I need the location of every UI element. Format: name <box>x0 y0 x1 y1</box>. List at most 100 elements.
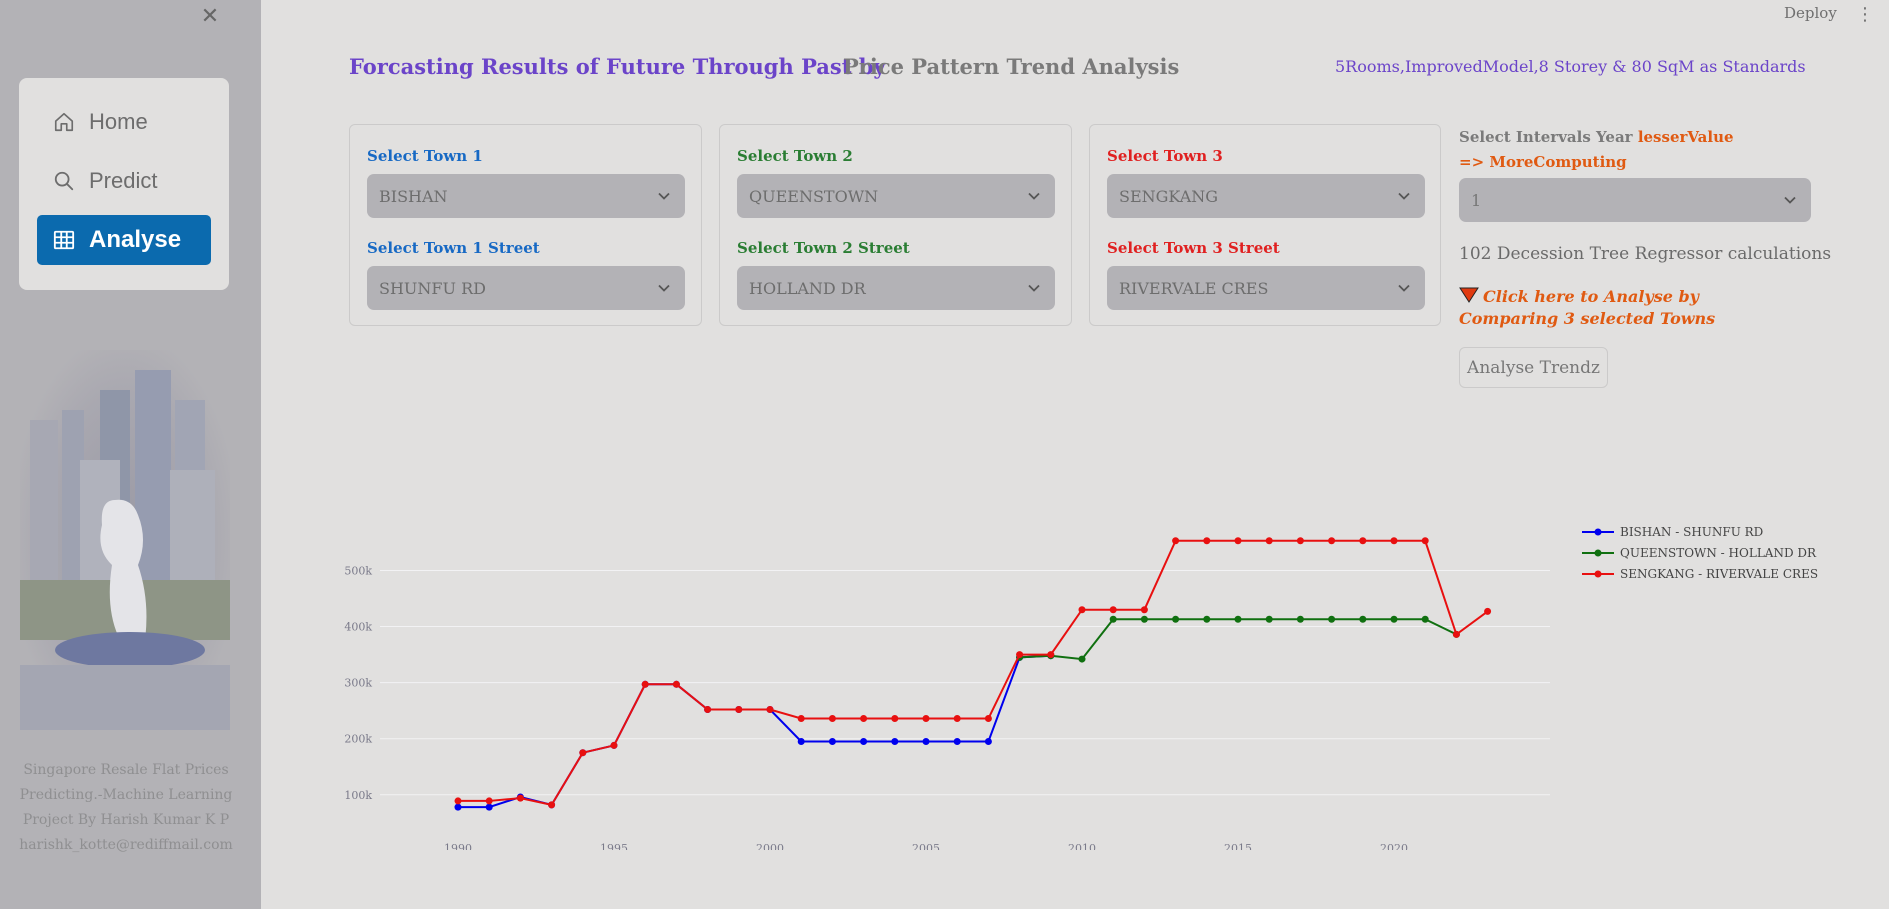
data-point <box>1047 651 1055 659</box>
interval-label-text: Select Intervals Year <box>1459 128 1633 146</box>
data-point <box>860 737 868 745</box>
data-point <box>1421 537 1429 545</box>
footer-email: harishk_kotte@rediffmail.com <box>19 837 233 853</box>
data-point <box>1265 615 1273 623</box>
data-point <box>641 680 649 688</box>
town-3-street-select[interactable]: RIVERVALE CRES <box>1107 266 1425 310</box>
interval-select[interactable]: 1 <box>1459 178 1811 222</box>
x-tick-label: 1990 <box>444 842 472 850</box>
data-point <box>454 803 462 811</box>
data-point <box>1109 606 1117 614</box>
town-2-street-select[interactable]: HOLLAND DR <box>737 266 1055 310</box>
town-1-street-select[interactable]: SHUNFU RD <box>367 266 685 310</box>
town-1-street-label: Select Town 1 Street <box>367 239 540 257</box>
data-point <box>1203 537 1211 545</box>
nav-item-predict[interactable]: Predict <box>37 156 211 206</box>
table-icon <box>53 230 75 250</box>
sidebar-footer: Singapore Resale Flat Prices Predicting.… <box>0 758 252 858</box>
chevron-down-icon <box>658 192 670 200</box>
data-point <box>1172 615 1180 623</box>
series-line-2 <box>1019 618 1457 661</box>
page-subtitle: Price Pattern Trend Analysis <box>843 54 1180 79</box>
town-1-select[interactable]: BISHAN <box>367 174 685 218</box>
series-line-3 <box>458 539 1489 806</box>
data-point <box>1234 615 1242 623</box>
data-point <box>485 803 493 811</box>
page-title: Forcasting Results of Future Through Pas… <box>349 54 886 79</box>
footer-line: Singapore Resale Flat Prices <box>23 762 229 778</box>
search-icon <box>54 171 74 191</box>
x-tick-label: 2005 <box>912 842 940 850</box>
data-point <box>797 737 805 745</box>
more-menu-icon[interactable]: ⋮ <box>1856 4 1874 25</box>
data-point <box>1109 615 1117 623</box>
town-2-value: QUEENSTOWN <box>749 186 879 206</box>
data-point <box>797 715 805 723</box>
interval-value: 1 <box>1471 190 1482 210</box>
close-sidebar-icon[interactable]: ✕ <box>200 4 220 29</box>
chevron-down-icon <box>658 284 670 292</box>
town-2-select[interactable]: QUEENSTOWN <box>737 174 1055 218</box>
data-point <box>1172 537 1180 545</box>
y-tick-label: 400k <box>344 621 372 634</box>
x-tick-label: 2020 <box>1380 842 1408 850</box>
data-point <box>516 794 524 802</box>
analyse-trendz-button[interactable]: Analyse Trendz <box>1459 347 1608 388</box>
interval-hint: lesserValue => <box>1459 128 1734 171</box>
data-point <box>1016 651 1024 659</box>
data-point <box>1140 606 1148 614</box>
data-point <box>828 737 836 745</box>
town-3-panel: Select Town 3 SENGKANG Select Town 3 Str… <box>1089 124 1441 326</box>
analyse-expander[interactable]: Click here to Analyse by Comparing 3 sel… <box>1459 286 1789 330</box>
data-point <box>891 737 899 745</box>
calculations-count: 102 Decession Tree Regressor calculation… <box>1459 244 1832 264</box>
data-point <box>1359 537 1367 545</box>
data-point <box>735 706 743 714</box>
y-tick-label: 300k <box>344 677 372 690</box>
merlion-skyline-image <box>20 350 230 730</box>
town-3-label: Select Town 3 <box>1107 147 1223 165</box>
nav-item-analyse[interactable]: Analyse <box>37 215 211 265</box>
y-tick-label: 500k <box>344 564 372 577</box>
footer-line: Predicting.-Machine Learning <box>19 787 233 803</box>
legend-entry: SENGKANG - RIVERVALE CRES <box>1620 567 1818 581</box>
price-trend-chart: 100k 200k 300k 400k 500k 1990 1995 2000 2005 2010… <box>344 525 1818 850</box>
data-point <box>1140 615 1148 623</box>
chevron-down-icon <box>1398 192 1410 200</box>
y-tick-label: 200k <box>344 733 372 746</box>
data-point <box>953 737 961 745</box>
deploy-button[interactable]: Deploy <box>1784 4 1837 22</box>
data-point <box>1203 615 1211 623</box>
data-point <box>1484 607 1492 615</box>
town-3-select[interactable]: SENGKANG <box>1107 174 1425 218</box>
triangle-down-icon <box>1459 287 1479 303</box>
town-1-value: BISHAN <box>379 186 448 206</box>
data-point <box>860 715 868 723</box>
data-point <box>1296 537 1304 545</box>
town-2-street-label: Select Town 2 Street <box>737 239 910 257</box>
legend-swatch-marker <box>1594 549 1602 557</box>
data-point <box>828 715 836 723</box>
nav-item-label: Home <box>89 109 148 134</box>
data-point <box>704 706 712 714</box>
interval-label: Select Intervals Year lesserValue => Mor… <box>1459 125 1749 175</box>
nav-item-label: Analyse <box>89 226 182 253</box>
town-3-value: SENGKANG <box>1119 186 1219 206</box>
nav-item-label: Predict <box>89 168 158 193</box>
data-point <box>1328 615 1336 623</box>
data-point <box>454 797 462 805</box>
home-icon <box>54 112 74 132</box>
data-point <box>1359 615 1367 623</box>
analyse-expander-label: Click here to Analyse by Comparing 3 sel… <box>1459 287 1716 328</box>
data-point <box>922 737 930 745</box>
chevron-down-icon <box>1028 192 1040 200</box>
legend-swatch-marker <box>1594 528 1602 536</box>
data-point <box>922 715 930 723</box>
data-point <box>672 680 680 688</box>
data-point <box>1328 537 1336 545</box>
data-point <box>1452 630 1460 638</box>
data-point <box>548 801 556 809</box>
town-1-panel: Select Town 1 BISHAN Select Town 1 Stree… <box>349 124 702 326</box>
legend-swatch-marker <box>1594 570 1602 578</box>
nav-item-home[interactable]: Home <box>37 97 211 147</box>
